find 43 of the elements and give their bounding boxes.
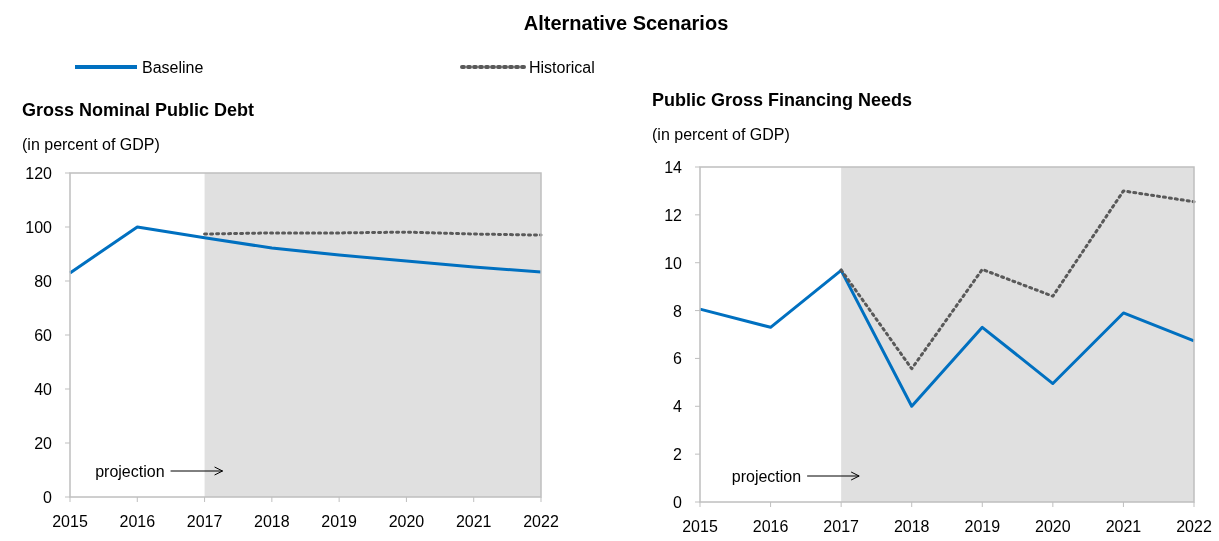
x-tick-label: 2022: [1176, 518, 1212, 535]
y-tick-label: 0: [43, 489, 53, 506]
x-tick-label: 2021: [1105, 518, 1142, 535]
chart-subtitle: Public Gross Financing Needs: [652, 90, 913, 110]
y-tick-label: 2: [673, 446, 683, 464]
x-tick-label: 2015: [682, 518, 718, 535]
chart-subtitle: Gross Nominal Public Debt: [22, 100, 255, 120]
x-tick-label: 2015: [52, 513, 88, 530]
y-tick-label: 8: [673, 302, 683, 320]
x-tick-label: 2021: [455, 513, 492, 530]
y-tick-label: 12: [664, 206, 683, 224]
legend-label: Baseline: [142, 59, 204, 76]
y-tick-label: 4: [673, 398, 683, 416]
y-tick-label: 14: [664, 159, 683, 176]
y-tick-label: 100: [25, 219, 53, 236]
y-tick-label: 20: [34, 435, 53, 452]
x-tick-label: 2018: [893, 518, 930, 535]
line-series: [698, 268, 1196, 408]
legend-label: Historical: [529, 59, 595, 76]
y-axis-title: (in percent of GDP): [652, 126, 790, 143]
x-tick-label: 2019: [964, 518, 1001, 535]
text: Alternative Scenarios: [523, 12, 729, 34]
x-tick-label: 2018: [254, 513, 290, 530]
y-tick-label: 10: [664, 254, 683, 272]
x-tick-label: 2017: [823, 518, 860, 535]
x-tick-label: 2016: [119, 513, 156, 530]
y-tick-label: 60: [34, 327, 53, 344]
y-tick-label: 120: [25, 165, 53, 182]
x-tick-label: 2022: [523, 513, 559, 530]
line-series: [68, 225, 543, 275]
x-tick-label: 2019: [321, 513, 358, 530]
y-tick-label: 0: [673, 494, 683, 511]
y-tick-label: 80: [34, 273, 53, 290]
y-axis-title: (in percent of GDP): [22, 136, 160, 153]
line-series: [839, 189, 1196, 371]
annotation: projection: [95, 463, 165, 480]
x-tick-label: 2017: [186, 513, 223, 530]
x-tick-label: 2016: [752, 518, 789, 535]
annotation: projection: [731, 468, 802, 485]
y-tick-label: 40: [34, 381, 53, 398]
y-tick-label: 6: [673, 350, 683, 368]
x-tick-label: 2020: [388, 513, 425, 530]
x-tick-label: 2020: [1035, 518, 1071, 535]
